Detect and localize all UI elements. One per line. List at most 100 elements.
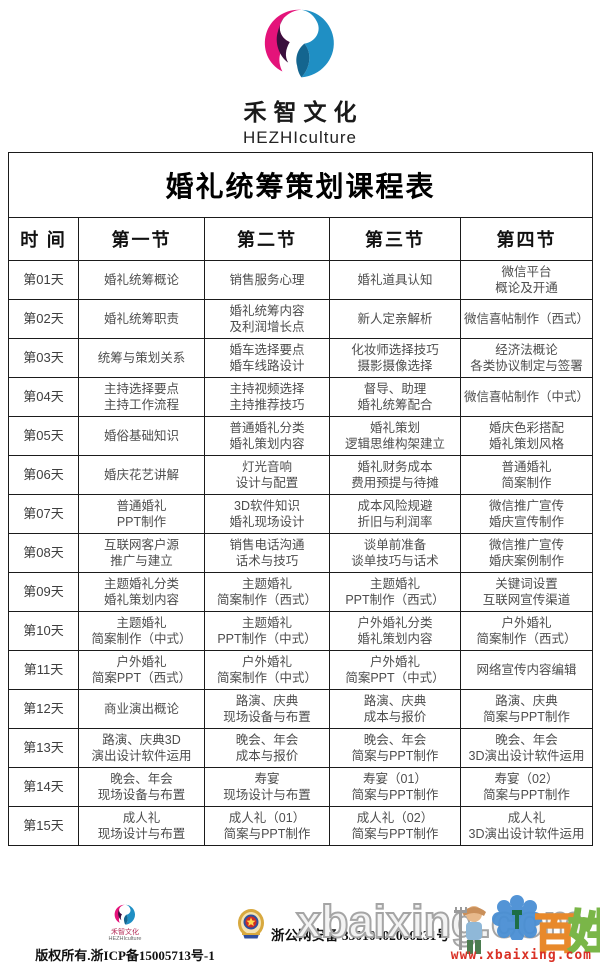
course-cell: 寿宴（02） 简案与PPT制作: [460, 767, 593, 807]
footer-copyright-block: 禾智文化 HEZHIculture 版权所有.浙ICP备15005713号-1: [30, 903, 220, 964]
course-cell: 成人礼 3D演出设计软件运用: [460, 806, 593, 846]
course-cell: 销售服务心理: [204, 260, 330, 300]
course-cell: 销售电话沟通 话术与技巧: [204, 533, 330, 573]
course-cell: 婚礼道具认知: [329, 260, 461, 300]
course-cell: 主持选择要点 主持工作流程: [78, 377, 205, 417]
day-cell: 第12天: [8, 689, 79, 729]
day-cell: 第06天: [8, 455, 79, 495]
footer-brand-name-cn: 禾智文化: [111, 929, 139, 936]
column-header-3: 第三节: [329, 217, 461, 261]
course-cell: 主题婚礼分类 婚礼策划内容: [78, 572, 205, 612]
day-cell: 第11天: [8, 650, 79, 690]
course-cell: 互联网客户源 推广与建立: [78, 533, 205, 573]
footer-brand-logo-icon: [114, 904, 135, 925]
day-cell: 第05天: [8, 416, 79, 456]
table-row: 第13天 路演、庆典3D 演出设计软件运用 晚会、年会 成本与报价 晚会、年会 简案与…: [8, 728, 593, 768]
course-cell: 微信推广宣传 婚庆案例制作: [460, 533, 593, 573]
column-header-1: 第一节: [78, 217, 205, 261]
day-cell: 第01天: [8, 260, 79, 300]
course-cell: 普通婚礼 PPT制作: [78, 494, 205, 534]
course-cell: 商业演出概论: [78, 689, 205, 729]
course-cell: 3D软件知识 婚礼现场设计: [204, 494, 330, 534]
table-row: 第15天 成人礼 现场设计与布置 成人礼（01） 简案与PPT制作 成人礼（02） 简…: [8, 806, 593, 846]
course-cell: 谈单前准备 谈单技巧与话术: [329, 533, 461, 573]
brand-logo-icon: [264, 9, 334, 78]
course-cell: 婚礼统筹内容 及利润增长点: [204, 299, 330, 339]
table-row: 第11天 户外婚礼 简案PPT（西式） 户外婚礼 简案制作（中式） 户外婚礼 简案PP…: [8, 650, 593, 690]
course-cell: 灯光音响 设计与配置: [204, 455, 330, 495]
day-cell: 第09天: [8, 572, 79, 612]
day-cell: 第08天: [8, 533, 79, 573]
course-cell: 成人礼（01） 简案与PPT制作: [204, 806, 330, 846]
day-cell: 第04天: [8, 377, 79, 417]
column-header-4: 第四节: [460, 217, 593, 261]
course-cell: 婚礼统筹职责: [78, 299, 205, 339]
course-cell: 婚车选择要点 婚车线路设计: [204, 338, 330, 378]
watermark-url-text: www.xbaixing.com: [450, 948, 592, 963]
footer-brand-name-en: HEZHIculture: [108, 936, 142, 942]
course-cell: 路演、庆典3D 演出设计软件运用: [78, 728, 205, 768]
day-cell: 第10天: [8, 611, 79, 651]
course-cell: 督导、助理 婚礼统筹配合: [329, 377, 461, 417]
page-title: 婚礼统筹策划课程表: [8, 152, 593, 218]
table-row: 第07天 普通婚礼 PPT制作 3D软件知识 婚礼现场设计 成本风险规避 折旧与利润率…: [8, 494, 593, 534]
table-title-row: 婚礼统筹策划课程表: [8, 152, 593, 218]
course-cell: 主题婚礼 简案制作（中式）: [78, 611, 205, 651]
table-row: 第12天 商业演出概论 路演、庆典 现场设备与布置 路演、庆典 成本与报价 路演、庆典 …: [8, 689, 593, 729]
course-cell: 户外婚礼 简案PPT（中式）: [329, 650, 461, 690]
table-row: 第05天 婚俗基础知识 普通婚礼分类 婚礼策划内容 婚礼策划 逻辑思维构架建立 婚庆色彩…: [8, 416, 593, 456]
course-cell: 户外婚礼 简案PPT（西式）: [78, 650, 205, 690]
table-row: 第14天 晚会、年会 现场设备与布置 寿宴 现场设计与布置 寿宴（01） 简案与PPT…: [8, 767, 593, 807]
course-cell: 普通婚礼 简案制作: [460, 455, 593, 495]
column-header-2: 第二节: [204, 217, 330, 261]
course-cell: 微信喜帖制作（西式）: [460, 299, 593, 339]
day-cell: 第07天: [8, 494, 79, 534]
table-row: 第06天 婚庆花艺讲解 灯光音响 设计与配置 婚礼财务成本 费用预提与待摊 普通婚礼 简…: [8, 455, 593, 495]
course-cell: 路演、庆典 成本与报价: [329, 689, 461, 729]
day-cell: 第14天: [8, 767, 79, 807]
course-cell: 普通婚礼分类 婚礼策划内容: [204, 416, 330, 456]
course-cell: 新人定亲解析: [329, 299, 461, 339]
course-cell: 主持视频选择 主持推荐技巧: [204, 377, 330, 417]
brand-header: 禾智文化 HEZHIculture: [0, 4, 600, 148]
brand-name-en: HEZHIculture: [242, 128, 358, 147]
course-cell: 户外婚礼 简案制作（西式）: [460, 611, 593, 651]
course-cell: 微信推广宣传 婚庆宣传制作: [460, 494, 593, 534]
course-cell: 晚会、年会 简案与PPT制作: [329, 728, 461, 768]
course-cell: 化妆师选择技巧 摄影摄像选择: [329, 338, 461, 378]
course-cell: 网络宣传内容编辑: [460, 650, 593, 690]
table-row: 第01天 婚礼统筹概论 销售服务心理 婚礼道具认知 微信平台 概论及开通: [8, 260, 593, 300]
course-cell: 婚礼统筹概论: [78, 260, 205, 300]
course-cell: 晚会、年会 现场设备与布置: [78, 767, 205, 807]
course-cell: 成人礼（02） 简案与PPT制作: [329, 806, 461, 846]
brand-name-cn: 禾智文化: [243, 99, 364, 125]
course-cell: 晚会、年会 成本与报价: [204, 728, 330, 768]
course-cell: 微信喜帖制作（中式）: [460, 377, 593, 417]
day-cell: 第15天: [8, 806, 79, 846]
table-row: 第10天 主题婚礼 简案制作（中式） 主题婚礼 PPT制作（中式） 户外婚礼分类 婚礼…: [8, 611, 593, 651]
course-cell: 婚庆色彩搭配 婚礼策划风格: [460, 416, 593, 456]
table-row: 第04天 主持选择要点 主持工作流程 主持视频选择 主持推荐技巧 督导、助理 婚礼统筹…: [8, 377, 593, 417]
course-cell: 婚礼财务成本 费用预提与待摊: [329, 455, 461, 495]
police-badge-icon: [238, 909, 264, 939]
course-cell: 经济法概论 各类协议制定与签署: [460, 338, 593, 378]
column-header-0: 时 间: [8, 217, 79, 261]
footer-security-block: 浙公网安备 33010402000231号: [236, 906, 450, 944]
course-cell: 关键词设置 互联网宣传渠道: [460, 572, 593, 612]
course-cell: 晚会、年会 3D演出设计软件运用: [460, 728, 593, 768]
table-row: 第09天 主题婚礼分类 婚礼策划内容 主题婚礼 简案制作（西式） 主题婚礼 PPT制作…: [8, 572, 593, 612]
course-cell: 户外婚礼分类 婚礼策划内容: [329, 611, 461, 651]
course-cell: 统筹与策划关系: [78, 338, 205, 378]
table-row: 第08天 互联网客户源 推广与建立 销售电话沟通 话术与技巧 谈单前准备 谈单技巧与话…: [8, 533, 593, 573]
course-cell: 主题婚礼 PPT制作（西式）: [329, 572, 461, 612]
table-header-row: 时 间第一节 第二节 第三节 第四节: [8, 217, 593, 261]
course-cell: 户外婚礼 简案制作（中式）: [204, 650, 330, 690]
course-cell: 婚庆花艺讲解: [78, 455, 205, 495]
course-cell: 主题婚礼 简案制作（西式）: [204, 572, 330, 612]
course-cell: 微信平台 概论及开通: [460, 260, 593, 300]
course-cell: 路演、庆典 现场设备与布置: [204, 689, 330, 729]
course-table-body: 第01天 婚礼统筹概论 销售服务心理 婚礼道具认知 微信平台 概论及开通 第02天 婚礼统筹…: [8, 260, 593, 846]
day-cell: 第03天: [8, 338, 79, 378]
course-cell: 寿宴 现场设计与布置: [204, 767, 330, 807]
day-cell: 第02天: [8, 299, 79, 339]
